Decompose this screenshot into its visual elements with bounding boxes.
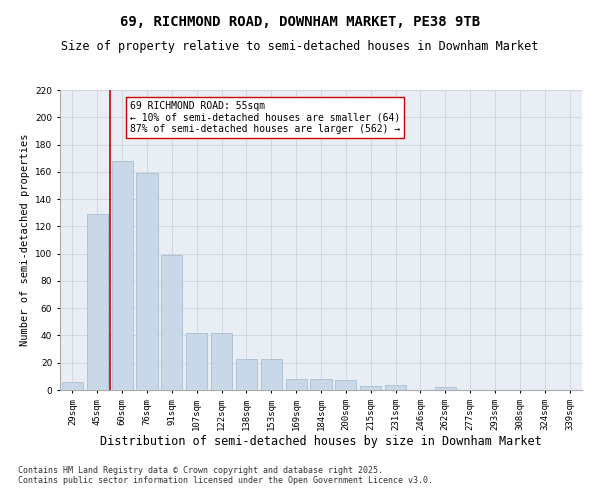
Bar (335, 380, 356, 390)
Text: Size of property relative to semi-detached houses in Downham Market: Size of property relative to semi-detach… (61, 40, 539, 53)
X-axis label: Distribution of semi-detached houses by size in Downham Market: Distribution of semi-detached houses by … (100, 436, 542, 448)
Bar (385, 384, 406, 390)
Bar (136, 173, 158, 390)
Bar (211, 332, 232, 390)
Bar (161, 255, 182, 390)
Y-axis label: Number of semi-detached properties: Number of semi-detached properties (20, 134, 29, 346)
Bar (435, 388, 456, 390)
Bar (286, 379, 307, 390)
Bar (62, 382, 83, 390)
Bar (112, 161, 133, 390)
Bar (236, 358, 257, 390)
Bar (186, 332, 207, 390)
Bar (360, 386, 381, 390)
Bar (87, 214, 108, 390)
Text: 69, RICHMOND ROAD, DOWNHAM MARKET, PE38 9TB: 69, RICHMOND ROAD, DOWNHAM MARKET, PE38 … (120, 15, 480, 29)
Text: 69 RICHMOND ROAD: 55sqm
← 10% of semi-detached houses are smaller (64)
87% of se: 69 RICHMOND ROAD: 55sqm ← 10% of semi-de… (130, 101, 400, 134)
Text: Contains HM Land Registry data © Crown copyright and database right 2025.
Contai: Contains HM Land Registry data © Crown c… (18, 466, 433, 485)
Bar (310, 379, 332, 390)
Bar (261, 358, 282, 390)
